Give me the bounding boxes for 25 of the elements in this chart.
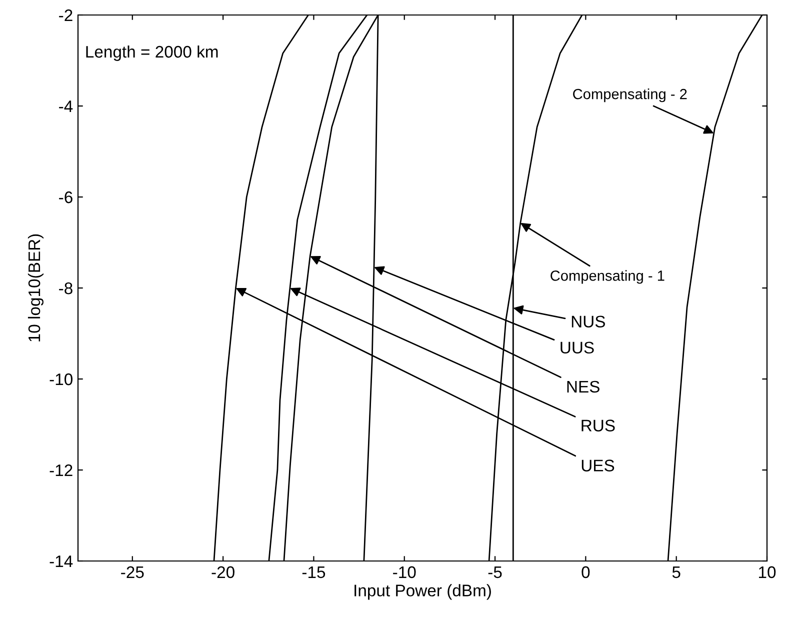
y-tick-label: -10: [50, 373, 72, 386]
y-tick-label: -12: [50, 464, 72, 476]
annotation: UES: [582, 460, 614, 472]
annotation: Compensating - 1: [550, 270, 664, 284]
y-tick-label: -4: [59, 100, 73, 112]
x-tick-label: -5: [488, 566, 502, 578]
y-tick-label: -2: [59, 9, 72, 22]
y-tick-label: -14: [50, 556, 73, 568]
x-tick-label: -15: [302, 566, 326, 578]
annotation: NES: [567, 380, 600, 393]
x-tick-label: 10: [759, 566, 776, 578]
annotation: RUS: [582, 420, 615, 432]
x-axis-title: Input Power (dBm): [354, 584, 491, 600]
x-tick-label: -20: [212, 566, 234, 578]
x-tick-label: 0: [582, 566, 590, 578]
annotation: Compensating - 2: [573, 88, 687, 102]
y-axis-title: 10 log10(BER): [28, 234, 44, 342]
annotation: NUS: [572, 316, 605, 328]
y-tick-label: -6: [59, 191, 72, 204]
x-tick-label: -25: [121, 566, 144, 578]
annotation: Length = 2000 km: [86, 45, 218, 61]
y-tick-label: -8: [59, 282, 72, 294]
x-tick-label: -10: [393, 566, 416, 578]
annotation: UUS: [560, 342, 594, 354]
x-tick-label: 5: [672, 566, 680, 578]
